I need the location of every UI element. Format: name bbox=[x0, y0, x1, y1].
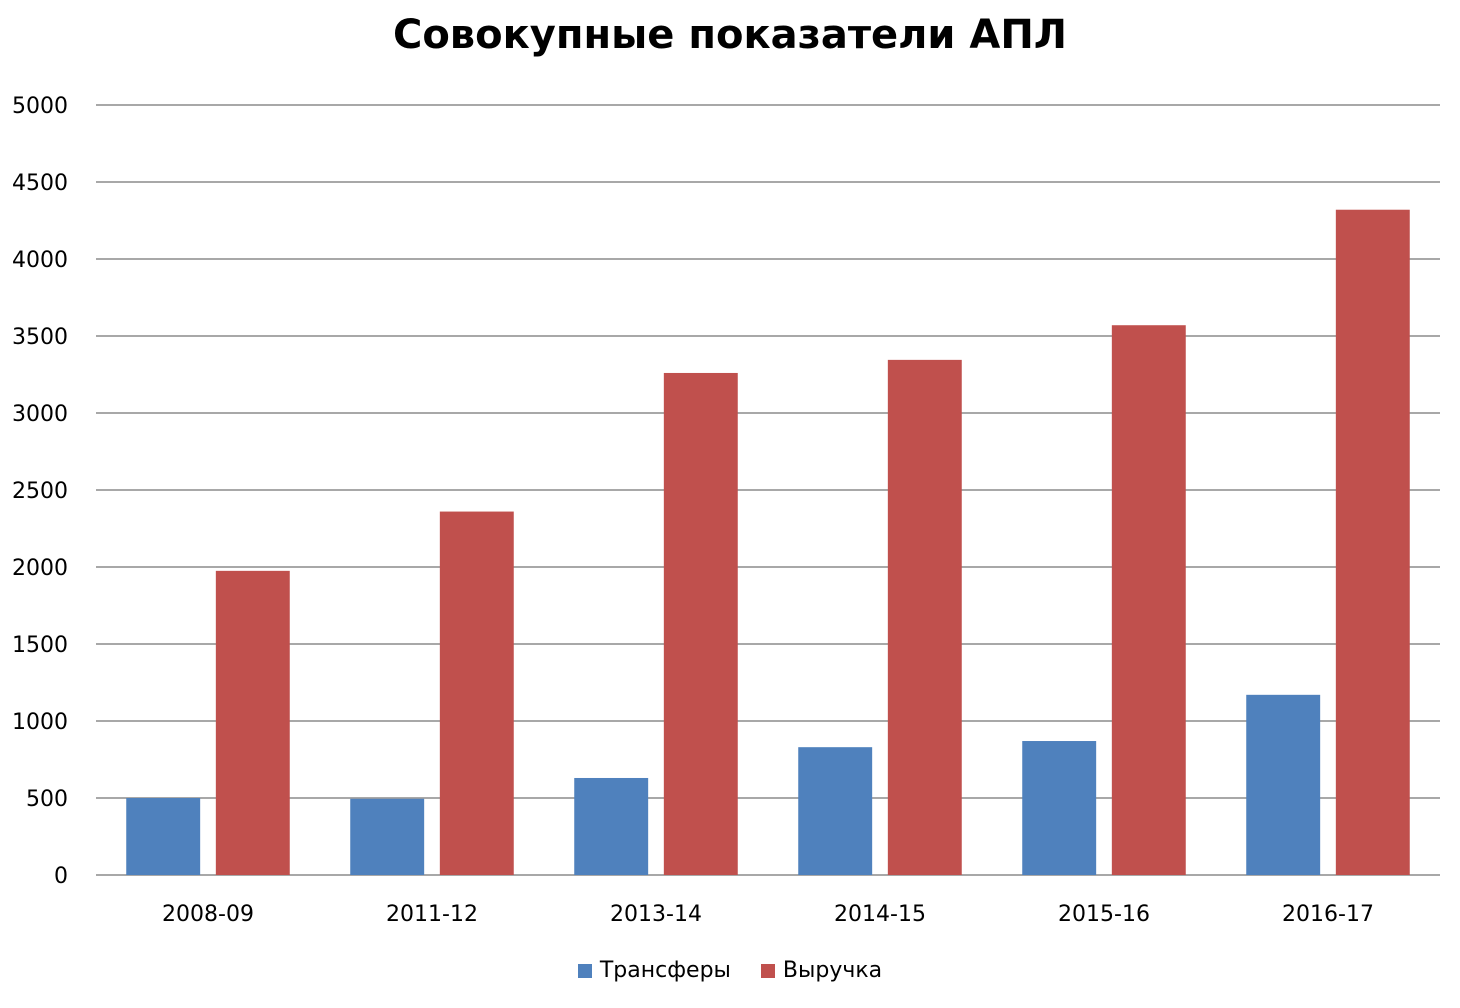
legend: Трансферы Выручка bbox=[0, 958, 1460, 983]
x-tick-label: 2008-09 bbox=[162, 902, 254, 927]
y-tick-label: 1500 bbox=[12, 633, 68, 658]
chart-title: Совокупные показатели АПЛ bbox=[392, 12, 1068, 58]
bar-revenue bbox=[1335, 209, 1410, 876]
legend-label-revenue: Выручка bbox=[782, 958, 883, 983]
y-tick-label: 4500 bbox=[12, 171, 68, 196]
y-tick-label: 3000 bbox=[12, 402, 68, 427]
bar-transfers bbox=[1246, 694, 1321, 875]
bar-revenue bbox=[1111, 325, 1186, 876]
bar-revenue bbox=[663, 372, 738, 875]
y-tick-label: 4000 bbox=[12, 248, 68, 273]
bar-revenue bbox=[439, 511, 514, 875]
legend-item-revenue: Выручка bbox=[760, 958, 883, 983]
legend-item-transfers: Трансферы bbox=[577, 958, 731, 983]
y-tick-label: 2500 bbox=[12, 479, 68, 504]
x-tick-label: 2014-15 bbox=[834, 902, 926, 927]
x-tick-label: 2016-17 bbox=[1282, 902, 1374, 927]
legend-label-transfers: Трансферы bbox=[599, 958, 731, 983]
y-tick-label: 5000 bbox=[12, 94, 68, 119]
bar-revenue bbox=[215, 570, 290, 875]
bar-transfers bbox=[126, 798, 201, 875]
bar-revenue bbox=[887, 359, 962, 875]
y-tick-label: 1000 bbox=[12, 710, 68, 735]
bar-transfers bbox=[350, 798, 425, 875]
x-tick-label: 2011-12 bbox=[386, 902, 478, 927]
bar-transfers bbox=[798, 747, 873, 875]
y-tick-label: 3500 bbox=[12, 325, 68, 350]
bar-transfers bbox=[1022, 741, 1097, 875]
y-tick-label: 2000 bbox=[12, 556, 68, 581]
y-tick-label: 500 bbox=[26, 787, 68, 812]
legend-swatch-transfers bbox=[577, 963, 592, 978]
y-tick-label: 0 bbox=[54, 864, 68, 889]
legend-swatch-revenue bbox=[760, 963, 775, 978]
x-tick-label: 2013-14 bbox=[610, 902, 702, 927]
x-tick-label: 2015-16 bbox=[1058, 902, 1150, 927]
bar-transfers bbox=[574, 777, 649, 875]
